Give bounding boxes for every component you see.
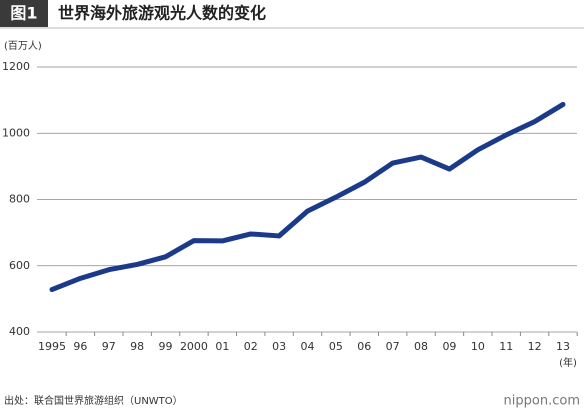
source: 出处：联合国世界旅游组织（UNWTO）: [4, 394, 183, 407]
line: [49, 101, 566, 293]
x-tick-label: 96: [73, 340, 87, 353]
y-tick-label: 400: [9, 325, 30, 338]
y-axis-label: (百万人): [4, 40, 42, 52]
y-tick-label: 600: [9, 259, 30, 272]
x-tick-label: 02: [244, 340, 258, 353]
x-tick-label: 12: [528, 340, 542, 353]
x-tick-label: 98: [130, 340, 144, 353]
y-tick-label: 1200: [2, 60, 30, 73]
x-tick-label: 03: [272, 340, 286, 353]
badge: 图1: [10, 4, 37, 23]
y-tick-label: 800: [9, 193, 30, 206]
x-axis-label: (年): [559, 356, 577, 369]
x-tick-label: 04: [301, 340, 315, 353]
x-tick-label: 10: [471, 340, 485, 353]
chart-title: 世界海外旅游观光人数的变化: [58, 4, 266, 23]
x-tick-label: 1995: [38, 340, 66, 353]
x-tick-label: 09: [442, 340, 456, 353]
x-tick-label: 08: [414, 340, 428, 353]
x-tick-label: 06: [357, 340, 371, 353]
x-tick-label: 2000: [180, 340, 208, 353]
x-tick-label: 07: [386, 340, 400, 353]
x-tick-label: 99: [159, 340, 173, 353]
badge-bg: [0, 0, 48, 27]
x-tick-label: 97: [102, 340, 116, 353]
x-tick-label: 05: [329, 340, 343, 353]
y-tick-label: 1000: [2, 126, 30, 139]
x-tick-label: 13: [556, 340, 570, 353]
x-tick-label: 11: [499, 340, 513, 353]
x-tick-label: 01: [215, 340, 229, 353]
brand: nippon.com: [504, 394, 580, 409]
